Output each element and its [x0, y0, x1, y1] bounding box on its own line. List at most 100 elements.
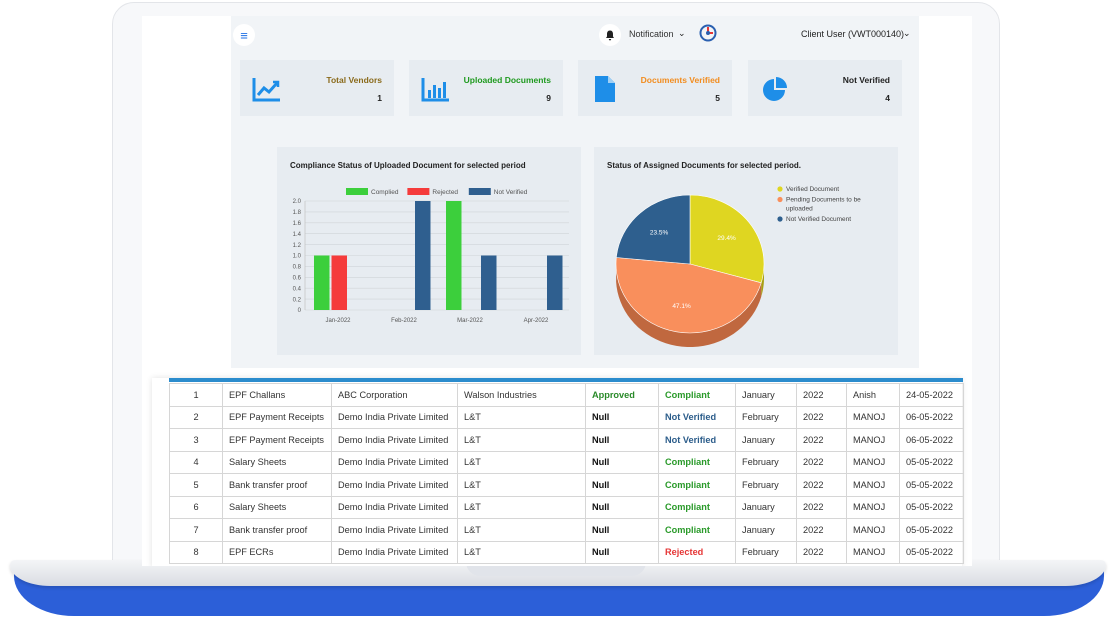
y-tick-label: 0.6 — [293, 276, 302, 282]
pie-label: 47.1% — [672, 303, 691, 310]
table-cell: 05-05-2022 — [899, 473, 964, 497]
bar-not-verified — [547, 255, 563, 310]
legend-label: Not Verified — [494, 189, 528, 196]
table-cell: Compliant — [658, 383, 736, 407]
table-cell: February — [735, 473, 797, 497]
table-cell: Null — [585, 473, 659, 497]
table-cell: Null — [585, 518, 659, 542]
table-cell: January — [735, 518, 797, 542]
chevron-down-icon[interactable]: ⌄ — [903, 28, 911, 38]
legend-swatch — [346, 188, 368, 195]
card-title: Documents Verified — [640, 75, 720, 85]
table-cell: Compliant — [658, 518, 736, 542]
table-cell: Compliant — [658, 473, 736, 497]
bar-complied — [446, 201, 462, 310]
table-cell: 05-05-2022 — [899, 540, 964, 564]
hamburger-menu-icon[interactable]: ≡ — [233, 24, 255, 46]
table-cell: 24-05-2022 — [899, 383, 964, 407]
table-header-bar — [169, 378, 963, 382]
legend-swatch — [407, 188, 430, 195]
table-row[interactable]: 8 EPF ECRs Demo India Private Limited L&T Nu… — [169, 540, 964, 564]
legend-dot — [777, 196, 783, 203]
table-cell: 2022 — [796, 428, 847, 452]
trend-chart-icon — [252, 78, 280, 102]
card-documents-verified[interactable]: Documents Verified 5 — [578, 60, 732, 116]
card-total-vendors[interactable]: Total Vendors 1 — [240, 60, 394, 116]
table-cell: 2022 — [796, 495, 847, 519]
legend-swatch — [468, 188, 491, 195]
table-cell: MANOJ — [846, 428, 900, 452]
table-cell: L&T — [457, 428, 586, 452]
y-tick-label: 1.0 — [293, 254, 302, 260]
table-cell: MANOJ — [846, 405, 900, 429]
table-cell: January — [735, 495, 797, 519]
card-value: 1 — [377, 93, 382, 103]
dashboard: ≡ Notification ⌄ Client User (VWT000140)… — [231, 16, 919, 368]
bell-icon[interactable] — [599, 24, 621, 46]
card-value: 4 — [885, 93, 890, 103]
table-row[interactable]: 3 EPF Payment Receipts Demo India Private … — [169, 428, 964, 452]
table-cell: 2022 — [796, 405, 847, 429]
legend-dot — [777, 216, 783, 222]
table-cell: 2 — [169, 405, 223, 429]
chevron-down-icon[interactable]: ⌄ — [678, 28, 686, 38]
pie-label: 23.5% — [650, 229, 669, 236]
y-tick-label: 0.8 — [293, 265, 302, 271]
compliance-bar-chart: Complied Rejected Not Verified 0 0.2 0.4 0.6 0.… — [293, 188, 569, 324]
table-cell: 06-05-2022 — [899, 405, 964, 429]
legend-label: Not Verified Document — [786, 216, 851, 223]
pie-side — [616, 267, 762, 347]
table-cell: 06-05-2022 — [899, 428, 964, 452]
table-cell: ABC Corporation — [331, 383, 458, 407]
table-cell: Salary Sheets — [222, 450, 332, 474]
legend-label: Verified Document — [786, 186, 839, 193]
table-row[interactable]: 6 Salary Sheets Demo India Private Limited… — [169, 495, 964, 519]
pie-label: 29.4% — [717, 235, 736, 242]
card-title: Not Verified — [842, 75, 890, 85]
table-cell: February — [735, 405, 797, 429]
chart-title: Compliance Status of Uploaded Document f… — [290, 161, 526, 170]
table-cell: Anish — [846, 383, 900, 407]
legend-label: Rejected — [432, 189, 458, 196]
table-cell: 2022 — [796, 540, 847, 564]
table-cell: 1 — [169, 383, 223, 407]
legend-label: Pending Documents to be — [786, 197, 861, 204]
table-cell: Rejected — [658, 540, 736, 564]
table-cell: January — [735, 383, 797, 407]
card-uploaded-documents[interactable]: Uploaded Documents 9 — [409, 60, 563, 116]
table-cell: L&T — [457, 495, 586, 519]
table-cell: Walson Industries — [457, 383, 586, 407]
card-value: 5 — [715, 93, 720, 103]
legend-dot — [777, 186, 783, 192]
table-cell: EPF Challans — [222, 383, 332, 407]
user-menu[interactable]: Client User (VWT000140) — [801, 29, 905, 39]
y-tick-label: 0 — [298, 308, 302, 314]
table-row[interactable]: 5 Bank transfer proof Demo India Private L… — [169, 473, 964, 497]
table-cell: 05-05-2022 — [899, 450, 964, 474]
table-cell: February — [735, 540, 797, 564]
table-cell: Salary Sheets — [222, 495, 332, 519]
pie-slice — [689, 194, 765, 284]
table-cell: 4 — [169, 450, 223, 474]
screen: ≡ Notification ⌄ Client User (VWT000140)… — [142, 16, 972, 566]
table-row[interactable]: 7 Bank transfer proof Demo India Private L… — [169, 518, 964, 542]
table-cell: Null — [585, 540, 659, 564]
table-row[interactable]: 4 Salary Sheets Demo India Private Limited… — [169, 450, 964, 474]
table-cell: MANOJ — [846, 518, 900, 542]
table-cell: L&T — [457, 450, 586, 474]
table-row[interactable]: 2 EPF Payment Receipts Demo India Private … — [169, 405, 964, 429]
legend-label: Complied — [371, 189, 399, 196]
table-cell: EPF ECRs — [222, 540, 332, 564]
card-title: Uploaded Documents — [463, 75, 551, 85]
documents-table-card: 1 EPF Challans ABC Corporation Walson Indus… — [152, 378, 964, 566]
table-cell: Approved — [585, 383, 659, 407]
y-tick-label: 0.4 — [293, 286, 302, 292]
table-cell: Not Verified — [658, 405, 736, 429]
table-cell: EPF Payment Receipts — [222, 428, 332, 452]
table-cell: L&T — [457, 540, 586, 564]
table-cell: L&T — [457, 405, 586, 429]
card-not-verified[interactable]: Not Verified 4 — [748, 60, 902, 116]
table-row[interactable]: 1 EPF Challans ABC Corporation Walson Indus… — [169, 383, 964, 407]
y-tick-label: 2.0 — [293, 199, 302, 205]
notification-dropdown[interactable]: Notification — [629, 29, 674, 39]
